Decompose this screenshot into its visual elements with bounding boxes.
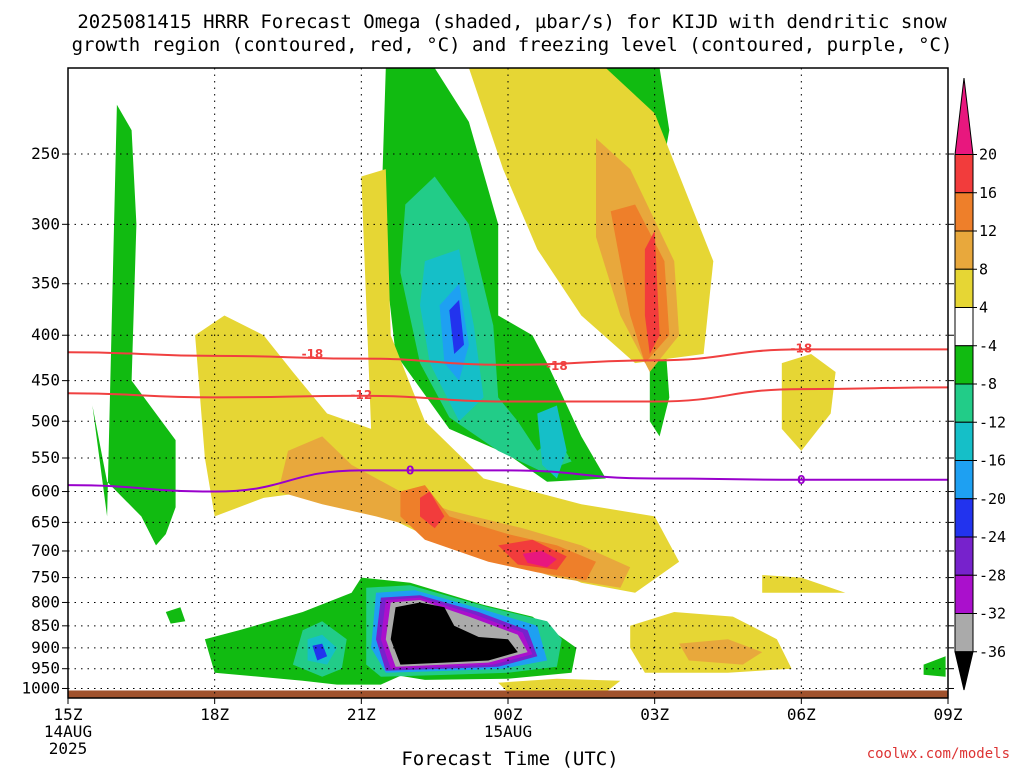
region-yellow-base-small: [498, 678, 621, 693]
colorbar-segment-11: [954, 536, 974, 576]
y-tick-label-500: 500: [31, 411, 60, 430]
region-teal-upper: [400, 176, 572, 472]
omega-shading: [92, 68, 946, 693]
x-tick-label-00Z: 00Z: [494, 705, 523, 724]
contour-label-2: -18: [790, 341, 812, 355]
contour-line--18-0: [68, 348, 948, 366]
colorbar-segment-7: [954, 383, 974, 423]
region-green-tiny-right: [923, 656, 946, 677]
y-tick-label-750: 750: [31, 568, 60, 587]
colorbar-label-10: -24: [979, 528, 1006, 546]
contour-label-3: -12: [350, 388, 372, 402]
colorbar-segment-2: [954, 192, 974, 232]
x-tick-label-15Z: 15Z: [54, 705, 83, 724]
region-orange-lower-right: [679, 639, 763, 665]
region-green-tiny-left: [165, 607, 186, 624]
region-yellow-right-blob: [781, 354, 836, 451]
x-tick-date-00Z: 15AUG: [484, 722, 532, 741]
region-cyan-right-lobe: [537, 405, 567, 479]
credit-text: coolwx.com/models: [867, 746, 1010, 762]
y-tick-label-300: 300: [31, 214, 60, 233]
colorbar-segment-8: [954, 421, 974, 461]
colorbar-label-3: 8: [979, 260, 988, 278]
contour-line--12-1: [68, 386, 948, 403]
colorbar-label-0: 20: [979, 146, 997, 164]
x-tick-label-21Z: 21Z: [347, 705, 376, 724]
region-magenta-mid: [522, 551, 557, 568]
y-tick-label-700: 700: [31, 541, 60, 560]
ground-band: [68, 690, 948, 698]
y-axis-ticks: 250 300 350 400 450 500 550 600 650 700 750 800 850 9…: [21, 144, 954, 697]
contour-line-0-2: [68, 469, 948, 493]
region-green-left-column: [92, 104, 176, 546]
y-tick-label-400: 400: [31, 325, 60, 344]
chart-title-line2: growth region (contoured, red, °C) and f…: [72, 34, 953, 56]
colorbar-label-8: -16: [979, 452, 1006, 470]
contour-label-5: 0: [797, 473, 805, 487]
y-tick-label-450: 450: [31, 371, 60, 390]
colorbar-label-7: -12: [979, 413, 1006, 431]
y-tick-label-800: 800: [31, 592, 60, 611]
colorbar-label-13: -36: [979, 643, 1006, 661]
region-navy-upper: [449, 299, 464, 354]
colorbar-segment-6: [954, 345, 974, 385]
ground-layer: [68, 690, 948, 698]
colorbar-label-9: -20: [979, 490, 1006, 508]
colorbar-label-12: -32: [979, 605, 1006, 623]
region-yellow-right-small: [762, 575, 846, 593]
colorbar-segment-4: [954, 268, 974, 308]
contour-label-0: -18: [302, 347, 324, 361]
x-tick-date-15Z: 14AUG: [44, 722, 92, 741]
y-tick-label-650: 650: [31, 512, 60, 531]
colorbar-label-1: 16: [979, 184, 997, 202]
y-tick-label-1000: 1000: [21, 678, 60, 697]
y-tick-label-850: 850: [31, 616, 60, 635]
chart-title-line1: 2025081415 HRRR Forecast Omega (shaded, …: [77, 11, 947, 33]
colorbar-cap-top: [954, 77, 974, 155]
contour-label-4: 0: [406, 463, 414, 477]
x-tick-label-18Z: 18Z: [200, 705, 229, 724]
contour-lines: -18 -18 -18 -12 0 0: [68, 341, 948, 493]
colorbar-label-4: 4: [979, 299, 988, 317]
x-tick-label-09Z: 09Z: [934, 705, 963, 724]
y-tick-label-250: 250: [31, 144, 60, 163]
y-tick-label-350: 350: [31, 274, 60, 293]
x-tick-year-15Z: 2025: [49, 739, 88, 758]
contour-label-1: -18: [546, 359, 568, 373]
colorbar-segment-9: [954, 460, 974, 500]
colorbar-segment-13: [954, 613, 974, 653]
colorbar-segment-5: [954, 307, 974, 347]
colorbar-label-11: -28: [979, 566, 1006, 584]
region-red-upper-right: [644, 230, 660, 354]
colorbar-segment-10: [954, 498, 974, 538]
x-axis-label: Forecast Time (UTC): [401, 748, 618, 768]
colorbar-label-5: -4: [979, 337, 997, 355]
colorbar-segment-12: [954, 574, 974, 614]
colorbar-label-6: -8: [979, 375, 997, 393]
region-red-mid-a: [420, 491, 445, 529]
colorbar-segment-3: [954, 230, 974, 270]
y-tick-label-950: 950: [31, 659, 60, 678]
y-tick-label-550: 550: [31, 448, 60, 467]
colorbar-label-2: 12: [979, 222, 997, 240]
x-tick-label-06Z: 06Z: [787, 705, 816, 724]
x-tick-label-03Z: 03Z: [640, 705, 669, 724]
colorbar-segment-1: [954, 154, 974, 194]
region-black-core: [390, 602, 518, 665]
colorbar: 20 16 12 8 4 -4 -8 -12 -16 -20 -24 -28 -32 -36: [954, 77, 1006, 691]
colorbar-cap-bottom: [954, 651, 974, 691]
y-tick-label-600: 600: [31, 482, 60, 501]
y-tick-label-900: 900: [31, 638, 60, 657]
